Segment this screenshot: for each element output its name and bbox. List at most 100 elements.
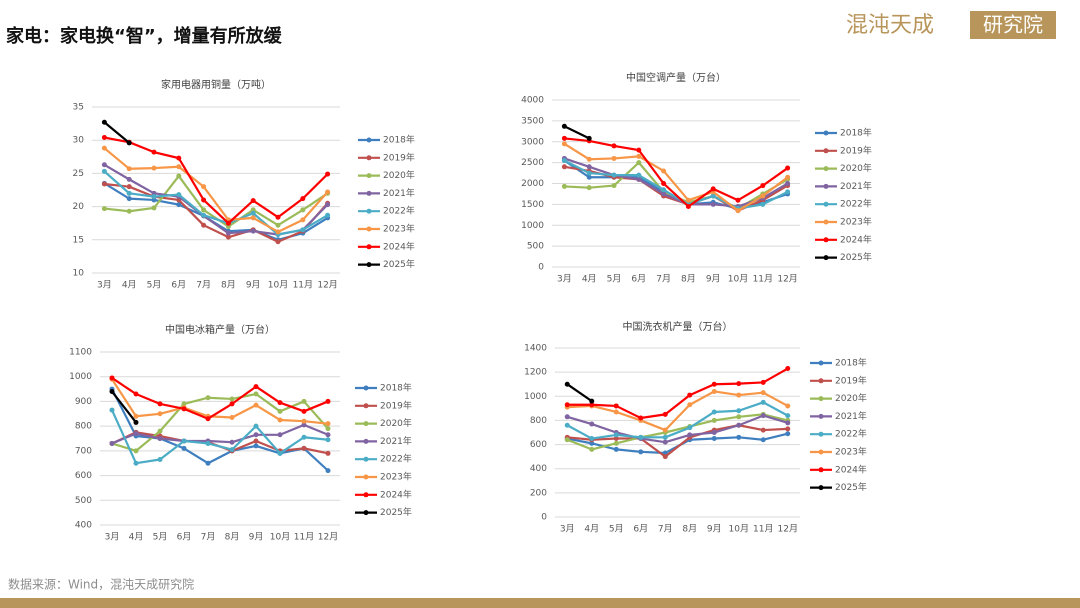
x-tick-label: 10月	[728, 274, 748, 285]
data-point	[300, 227, 306, 233]
data-point	[687, 432, 693, 438]
legend-dot	[818, 413, 824, 419]
data-point	[277, 432, 283, 438]
legend-label: 2024年	[835, 463, 867, 475]
data-point	[611, 172, 617, 178]
logo-box	[970, 11, 1056, 39]
data-point	[301, 422, 307, 428]
x-tick-label: 3月	[97, 280, 112, 291]
data-point	[253, 438, 259, 444]
series-line	[103, 170, 329, 236]
data-point	[636, 153, 642, 159]
x-tick-label: 8月	[681, 274, 696, 285]
data-point	[253, 443, 259, 449]
series-line	[563, 142, 789, 212]
data-point	[205, 460, 211, 466]
x-tick-label: 3月	[557, 274, 572, 285]
data-point	[126, 176, 132, 182]
data-point	[301, 445, 307, 451]
data-point	[760, 437, 766, 443]
data-point	[181, 406, 187, 412]
data-point	[611, 183, 617, 189]
data-point	[589, 398, 595, 404]
x-tick-label: 11月	[294, 532, 314, 543]
data-point	[181, 401, 187, 407]
data-point	[301, 434, 307, 440]
legend-label: 2025年	[383, 258, 415, 270]
data-point	[661, 191, 667, 197]
data-point	[181, 438, 187, 444]
y-tick-label: 500	[75, 496, 92, 506]
series-line	[103, 121, 130, 144]
chart-title: 家用电器用铜量（万吨）	[161, 78, 271, 91]
data-point	[201, 222, 207, 228]
legend-dot	[818, 396, 824, 402]
data-point	[101, 206, 107, 212]
data-point	[638, 415, 644, 421]
data-point	[736, 414, 742, 420]
data-point	[109, 389, 115, 395]
data-point	[785, 413, 791, 419]
x-tick-label: 7月	[201, 532, 216, 543]
series-line	[111, 390, 137, 424]
data-point	[275, 222, 281, 228]
data-point	[109, 375, 115, 381]
x-tick-label: 12月	[318, 532, 338, 543]
series-line	[104, 182, 329, 243]
x-tick-label: 11月	[753, 524, 773, 535]
legend-label: 2023年	[835, 446, 867, 458]
series-line	[110, 409, 329, 465]
data-point	[785, 426, 791, 432]
data-point	[301, 418, 307, 424]
legend-label: 2023年	[840, 216, 872, 228]
legend-dot	[363, 474, 369, 480]
data-point	[277, 450, 283, 456]
y-tick-label: 900	[75, 397, 92, 407]
data-point	[253, 391, 259, 397]
chart-title: 中国洗衣机产量（万台）	[623, 320, 733, 333]
data-point	[325, 437, 331, 443]
data-point	[711, 381, 717, 387]
data-point	[126, 208, 132, 214]
data-point	[710, 201, 716, 207]
data-point	[760, 193, 766, 199]
y-tick-label: 20	[73, 202, 85, 212]
data-point	[301, 398, 307, 404]
source-note: 数据来源：Wind，混沌天成研究院	[8, 577, 194, 592]
data-point	[275, 239, 281, 245]
data-point	[176, 164, 182, 170]
legend-dot	[823, 219, 829, 225]
data-point	[662, 454, 668, 460]
x-tick-label: 6月	[633, 524, 648, 535]
legend-label: 2020年	[835, 392, 867, 404]
data-point	[589, 440, 595, 446]
data-point	[277, 417, 283, 423]
legend-label: 2025年	[840, 251, 872, 263]
data-point	[611, 155, 617, 161]
data-point	[301, 408, 307, 414]
data-point	[711, 388, 717, 394]
legend-dot	[366, 244, 372, 250]
data-point	[151, 194, 157, 200]
data-point	[613, 432, 619, 438]
y-tick-label: 600	[75, 471, 92, 481]
legend-dot	[363, 438, 369, 444]
x-tick-label: 7月	[196, 280, 211, 291]
legend-label: 2018年	[840, 127, 872, 139]
legend-dot	[818, 360, 824, 366]
legend-dot	[823, 130, 829, 136]
data-point	[250, 210, 256, 216]
data-point	[711, 417, 717, 423]
series-line	[566, 414, 789, 444]
legend-label: 2022年	[380, 453, 412, 465]
data-point	[636, 160, 642, 166]
data-point	[760, 427, 766, 433]
y-tick-label: 1500	[521, 200, 544, 210]
data-point	[561, 183, 567, 189]
series-line	[567, 367, 789, 420]
legend-dot	[823, 201, 829, 207]
legend-dot	[823, 237, 829, 243]
x-tick-label: 11月	[293, 280, 313, 291]
y-tick-label: 600	[530, 440, 547, 450]
y-tick-label: 0	[538, 263, 544, 273]
